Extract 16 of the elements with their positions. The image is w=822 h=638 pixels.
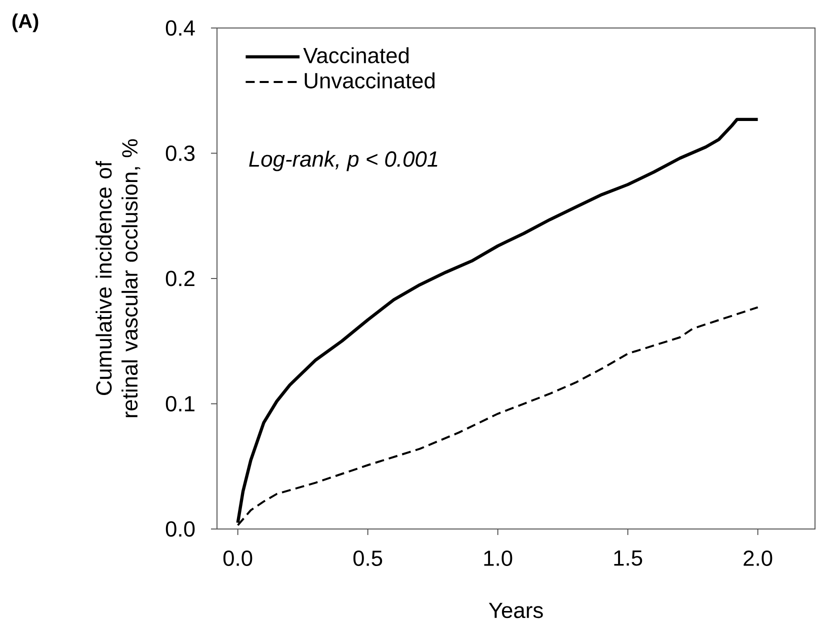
legend-label: Unvaccinated: [304, 72, 435, 88]
x-tick-label: 0.5: [353, 550, 382, 566]
x-tick-label: 2.0: [744, 550, 772, 566]
text: (A): [12, 13, 38, 32]
y-tick-label: 0.2: [166, 270, 194, 286]
x-tick-label: 1.5: [614, 550, 642, 566]
y-tick-label: 0.0: [166, 521, 195, 537]
y-tick-label: 0.1: [166, 396, 194, 412]
x-tick-label: 1.0: [484, 550, 512, 566]
y-tick-label: 0.3: [166, 145, 195, 162]
x-axis-title: Years: [488, 602, 543, 618]
x-tick-label: 0.0: [223, 550, 252, 566]
annotation: Log-rank, p < 0.001: [249, 150, 438, 172]
legend-label: Vaccinated: [303, 47, 409, 64]
y-tick-label: 0.4: [166, 20, 195, 36]
y-axis-title: Cumulative incidence of retinal vascular occlusion, %: [96, 139, 140, 418]
